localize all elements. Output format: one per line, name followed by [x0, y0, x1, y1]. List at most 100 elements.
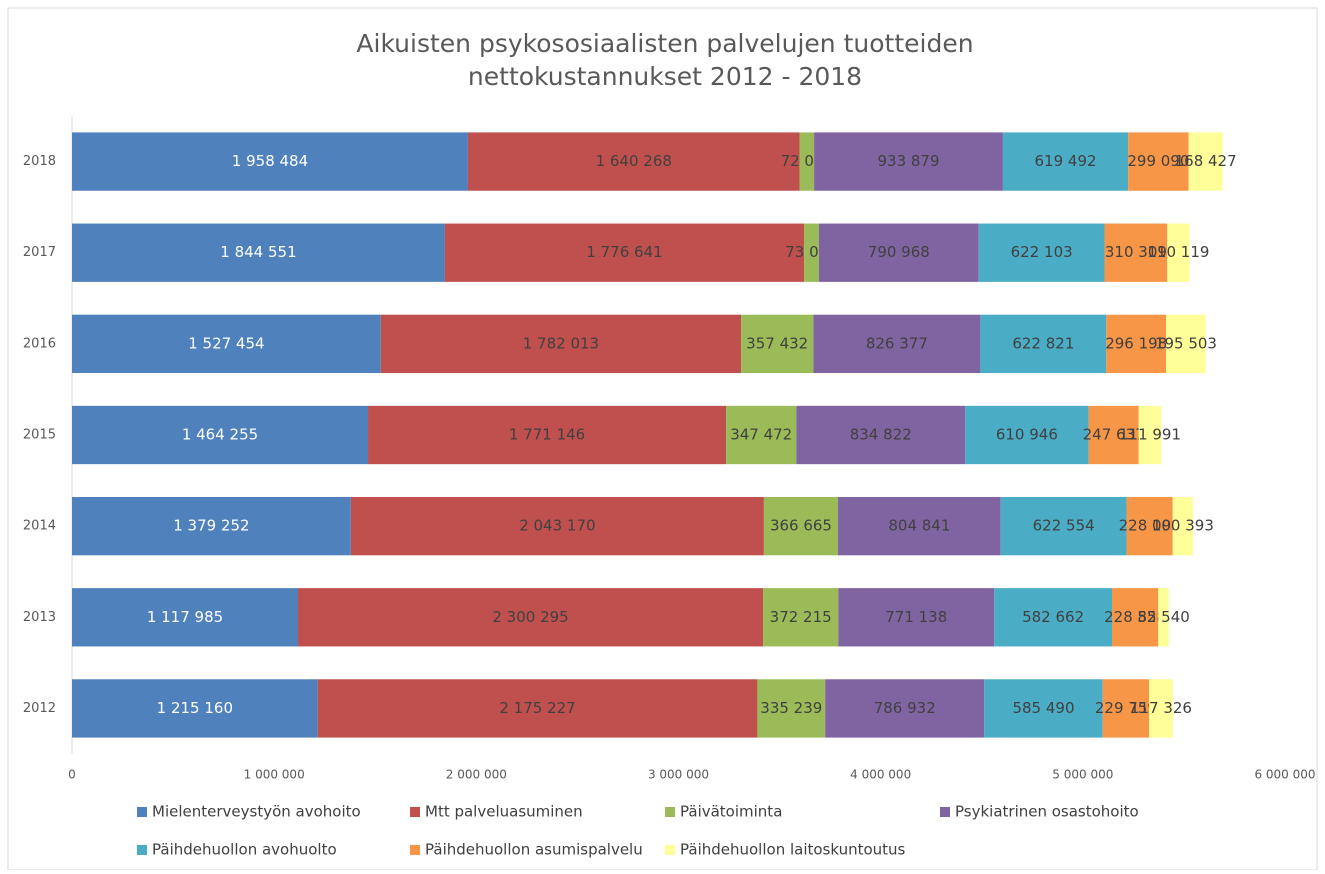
data-label: 372 215 — [770, 608, 832, 626]
data-label: 228 095 — [1119, 517, 1181, 535]
data-label: 933 879 — [877, 152, 939, 170]
chart-title: Aikuisten psykososiaalisten palvelujen t… — [356, 29, 973, 58]
bar-segment — [763, 496, 839, 556]
bar-segment — [1112, 588, 1159, 647]
legend-swatch — [940, 807, 950, 817]
x-tick-label: 5 000 000 — [1052, 768, 1113, 782]
x-tick-label: 0 — [68, 768, 76, 782]
data-label: 2 043 170 — [519, 517, 595, 535]
data-label: 100 393 — [1152, 517, 1214, 535]
y-tick-label: 2016 — [23, 336, 56, 351]
bar-segment — [825, 679, 985, 738]
legend-label: Mtt palveluasuminen — [425, 803, 583, 821]
data-label: 1 640 268 — [596, 152, 672, 170]
data-label: 804 841 — [888, 517, 950, 535]
data-label: 2 300 295 — [492, 608, 568, 626]
bar-segment — [380, 314, 742, 374]
bar-segment — [72, 588, 299, 647]
data-label: 622 103 — [1011, 243, 1073, 261]
data-label: 826 377 — [866, 334, 928, 352]
bar-segment — [72, 132, 468, 191]
bar-segment — [72, 223, 445, 282]
legend-label: Psykiatrinen osastohoito — [955, 803, 1139, 821]
bar-segment — [763, 588, 839, 647]
x-tick-label: 6 000 000 — [1254, 768, 1315, 782]
bar-segment — [350, 496, 764, 556]
x-tick-label: 4 000 000 — [850, 768, 911, 782]
data-label: 619 492 — [1035, 152, 1097, 170]
y-tick-label: 2017 — [23, 245, 56, 260]
bar-segment — [1172, 496, 1194, 556]
bar-segment — [994, 588, 1113, 647]
bar-segment — [1166, 314, 1206, 374]
legend-label: Päivätoiminta — [680, 803, 782, 821]
x-tick-label: 2 000 000 — [446, 768, 507, 782]
bar-segment — [72, 405, 369, 465]
bar-segment — [813, 314, 981, 374]
data-label: 1 771 146 — [509, 426, 585, 444]
bar-segment — [368, 405, 727, 465]
legend-label: Päihdehuollon avohuolto — [152, 841, 337, 859]
data-label: 117 326 — [1130, 699, 1192, 717]
data-label: 347 472 — [730, 426, 792, 444]
x-tick-label: 1 000 000 — [244, 768, 305, 782]
data-label: 335 239 — [760, 699, 822, 717]
legend-swatch — [137, 807, 147, 817]
y-tick-label: 2018 — [23, 154, 56, 169]
data-label: 790 968 — [868, 243, 930, 261]
data-label: 1 958 484 — [232, 152, 308, 170]
bar-segment — [1102, 679, 1150, 738]
bar-segment — [741, 314, 814, 374]
bar-segment — [796, 405, 966, 465]
data-label: 1 844 551 — [220, 243, 296, 261]
data-label: 1 117 985 — [147, 608, 223, 626]
bar-segment — [838, 588, 995, 647]
bar-segment — [1138, 405, 1162, 465]
chart-title: nettokustannukset 2012 - 2018 — [468, 62, 862, 91]
bar-segment — [980, 314, 1107, 374]
legend-swatch — [137, 845, 147, 855]
bar-segment — [72, 496, 351, 556]
data-label: 622 821 — [1012, 334, 1074, 352]
legend-swatch — [665, 845, 675, 855]
data-label: 1 782 013 — [523, 334, 599, 352]
data-label: 610 946 — [996, 426, 1058, 444]
bar-segment — [1167, 223, 1190, 282]
bar-segment — [799, 132, 815, 191]
bar-segment — [726, 405, 797, 465]
bar-segment — [1002, 132, 1129, 191]
y-tick-label: 2013 — [23, 610, 56, 625]
legend-label: Päihdehuollon laitoskuntoutus — [680, 841, 906, 859]
data-label: 1 464 255 — [182, 426, 258, 444]
data-label: 228 858 — [1104, 608, 1166, 626]
data-label: 296 198 — [1105, 334, 1167, 352]
y-tick-label: 2015 — [23, 428, 56, 443]
bar-segment — [1126, 496, 1173, 556]
bar-segment — [984, 679, 1103, 738]
data-label: 786 932 — [874, 699, 936, 717]
data-label: 310 309 — [1105, 243, 1167, 261]
data-label: 366 665 — [770, 517, 832, 535]
data-label: 1 527 454 — [188, 334, 264, 352]
bar-segment — [1188, 132, 1223, 191]
data-label: 585 490 — [1012, 699, 1074, 717]
data-label: 622 554 — [1033, 517, 1095, 535]
legend-label: Mielenterveystyön avohoito — [152, 803, 361, 821]
bar-segment — [1104, 223, 1168, 282]
bar-segment — [467, 132, 800, 191]
data-label: 1 379 252 — [173, 517, 249, 535]
bar-segment — [317, 679, 758, 738]
bar-segment — [814, 132, 1003, 191]
data-label: 168 427 — [1175, 152, 1237, 170]
data-label: 111 991 — [1119, 426, 1181, 444]
data-label: 195 503 — [1155, 334, 1217, 352]
data-label: 582 662 — [1022, 608, 1084, 626]
data-label: 110 119 — [1147, 243, 1209, 261]
bar-segment — [757, 679, 826, 738]
bar-segment — [1128, 132, 1189, 191]
data-label: 771 138 — [885, 608, 947, 626]
bar-segment — [978, 223, 1105, 282]
bar-segment — [72, 679, 318, 738]
